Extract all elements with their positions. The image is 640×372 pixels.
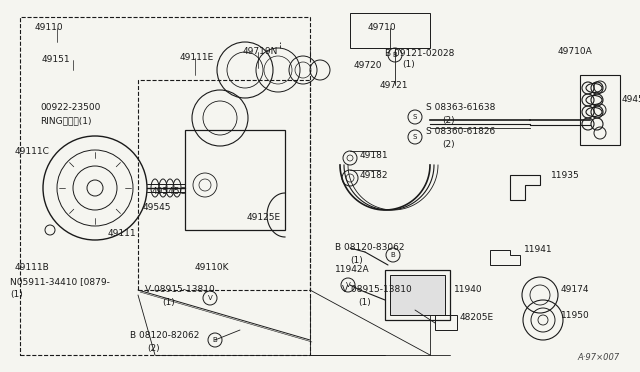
Text: (1): (1) [162, 298, 175, 308]
Text: 49111C: 49111C [15, 148, 50, 157]
Text: 49720: 49720 [354, 61, 383, 70]
Text: 49545: 49545 [143, 203, 172, 212]
Text: 49710A: 49710A [558, 48, 593, 57]
Bar [138, 80, 310, 290]
Text: S: S [413, 114, 417, 120]
Text: (1): (1) [402, 61, 415, 70]
Text: 49110K: 49110K [195, 263, 230, 273]
Text: 49151: 49151 [42, 55, 70, 64]
Text: 49182: 49182 [360, 170, 388, 180]
Text: 49721: 49721 [380, 80, 408, 90]
Text: 49110: 49110 [35, 23, 63, 32]
Text: S 08363-61638: S 08363-61638 [426, 103, 495, 112]
Bar [185, 130, 285, 230]
Text: V: V [207, 295, 212, 301]
Bar [385, 270, 450, 320]
Text: 49458: 49458 [622, 96, 640, 105]
Text: B: B [212, 337, 218, 343]
Text: V 08915-13810: V 08915-13810 [342, 285, 412, 295]
Text: B: B [390, 252, 396, 258]
Text: S: S [413, 134, 417, 140]
Text: 48205E: 48205E [460, 314, 494, 323]
Bar [580, 75, 620, 145]
Text: 49111B: 49111B [15, 263, 50, 273]
Text: 49174: 49174 [561, 285, 589, 295]
Text: 49111: 49111 [108, 230, 136, 238]
Text: 00922-23500: 00922-23500 [40, 103, 100, 112]
Bar [20, 17, 310, 355]
Text: V: V [346, 282, 350, 288]
Text: 49710: 49710 [368, 23, 397, 32]
Text: 49181: 49181 [360, 151, 388, 160]
Text: (2): (2) [147, 343, 159, 353]
Text: S 08360-61826: S 08360-61826 [426, 128, 495, 137]
Text: V 08915-13810: V 08915-13810 [145, 285, 215, 295]
Text: 49111E: 49111E [180, 54, 214, 62]
Text: 11940: 11940 [454, 285, 483, 295]
Text: (2): (2) [442, 141, 454, 150]
Text: 11941: 11941 [524, 246, 552, 254]
Text: 49545C: 49545C [152, 187, 187, 196]
Text: 49719N: 49719N [243, 48, 278, 57]
Text: RINGリング(1): RINGリング(1) [40, 116, 92, 125]
Text: B 08120-82062: B 08120-82062 [130, 330, 200, 340]
Text: 11942A: 11942A [335, 266, 370, 275]
Text: B: B [392, 52, 397, 58]
Bar [390, 275, 445, 315]
Text: (1): (1) [358, 298, 371, 308]
Text: (1): (1) [350, 256, 363, 264]
Text: (2): (2) [442, 115, 454, 125]
Bar [435, 315, 457, 330]
Text: B 09121-02028: B 09121-02028 [385, 48, 454, 58]
Text: B 08120-83062: B 08120-83062 [335, 243, 404, 251]
Text: A·97×007: A·97×007 [578, 353, 620, 362]
Text: N05911-34410 [0879-: N05911-34410 [0879- [10, 278, 110, 286]
Text: 11935: 11935 [551, 170, 580, 180]
Bar [350, 13, 430, 48]
Text: 11950: 11950 [561, 311, 589, 320]
Text: 49125E: 49125E [247, 214, 281, 222]
Text: (1): (1) [10, 291, 23, 299]
